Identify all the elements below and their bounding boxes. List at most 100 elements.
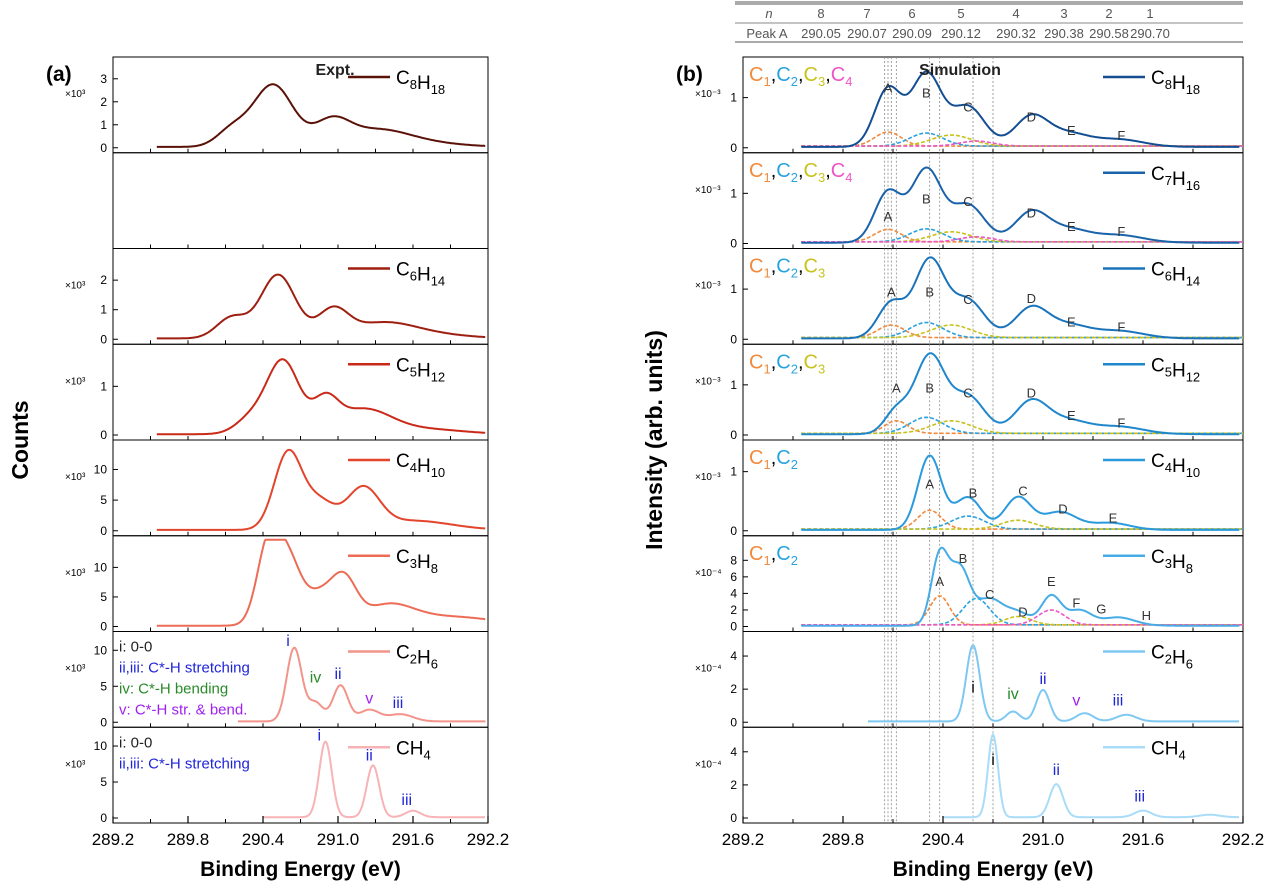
vibronic-label: ii: [366, 747, 373, 764]
table-peak-a-cell: 290.32: [996, 26, 1036, 41]
subplot-frame: [112, 152, 489, 249]
subplot-C5H12: 0 1 ×10⁻³ C5H12 C1,C2,C3 A B C D E F: [695, 343, 1244, 442]
vibronic-label: iii: [393, 695, 404, 712]
y-tick-label: 10: [94, 643, 108, 657]
y-tick-label: 5: [100, 493, 107, 507]
y-exponent: ×10³: [65, 568, 86, 579]
subplot-empty: [112, 152, 489, 249]
species-component: [801, 131, 1243, 147]
x-tick-label: 292.2: [1222, 830, 1265, 849]
table-n-cell: 5: [957, 6, 964, 21]
y-exponent: ×10³: [65, 472, 86, 483]
legend-label: C3H8: [1151, 547, 1193, 576]
species-component: [801, 509, 1243, 530]
table-peak-a-cell: 290.09: [892, 26, 932, 41]
spectrum-line: [156, 358, 486, 436]
y-tick-label: 1: [100, 379, 107, 393]
y-tick-label: 0: [100, 141, 107, 155]
legend-label: C4H10: [1151, 451, 1200, 480]
vibronic-label: iii: [1134, 788, 1145, 805]
subplot-C8H18: 0 1 ×10⁻³ C8H18 C1,C2,C3,C4 A B C D E F: [695, 56, 1244, 155]
y-exponent: ×10⁻³: [695, 281, 721, 292]
legend-label: C3H8: [396, 547, 438, 576]
species-legend: C1,C2,C3: [749, 256, 825, 281]
peak-letter: D: [1027, 385, 1036, 400]
subplot-frame: [112, 726, 489, 824]
spectrum-line: [238, 646, 486, 723]
y-exponent: ×10³: [65, 281, 86, 292]
x-tick-label: 290.4: [922, 830, 965, 849]
spectrum-line: [801, 70, 1240, 148]
peak-letter: E: [1067, 219, 1076, 234]
x-tick-label: 289.8: [822, 830, 865, 849]
y-tick-label: 0: [100, 715, 107, 729]
spectrum-line: [943, 732, 1239, 819]
y-tick-label: 5: [100, 590, 107, 604]
y-tick-label: 5: [100, 775, 107, 789]
subplot-C4H10: 0 1 ×10⁻³ C4H10 C1,C2 A B C D E: [695, 439, 1244, 538]
y-tick-label: 2: [730, 603, 737, 617]
subplot-C8H18: 0 1 2 3 ×10³ C8H18: [65, 56, 489, 155]
y-tick-label: 0: [730, 524, 737, 538]
y-tick-label: 0: [730, 332, 737, 346]
peak-letter: C: [1018, 484, 1027, 499]
peak-letter: E: [1067, 408, 1076, 423]
peak-letter: A: [884, 81, 893, 96]
spectrum-line: [801, 454, 1240, 531]
table-row-label-peak-a: Peak A: [746, 26, 788, 41]
spectrum-line: [801, 352, 1240, 436]
peak-letter: F: [1117, 128, 1125, 143]
species-component: [801, 132, 1243, 147]
peak-letter: C: [963, 385, 972, 400]
spectrum-line: [801, 546, 1240, 627]
y-tick-label: 8: [730, 553, 737, 567]
y-tick-label: 2: [100, 273, 107, 287]
species-legend: C1,C2: [749, 543, 798, 568]
spectrum-line: [156, 273, 486, 340]
subplot-C2H6: 0 5 10 ×10³ C2H6 i: 0-0 ii,iii: C*-H stretchin…: [65, 631, 489, 729]
y-exponent: ×10⁻⁴: [695, 759, 722, 770]
subplot-C4H10: 0 5 10 ×10³ C4H10: [65, 439, 489, 538]
y-tick-label: 4: [730, 745, 737, 759]
y-exponent: ×10³: [65, 759, 86, 770]
table-row-label-n: n: [765, 6, 772, 21]
species-component: [801, 419, 1243, 435]
legend-label: C8H18: [396, 68, 445, 97]
subplot-frame: [112, 56, 489, 154]
vibronic-label: i: [971, 679, 975, 696]
table-peak-a-cell: 290.05: [801, 26, 841, 41]
legend-label: C7H16: [1151, 164, 1200, 193]
y-tick-label: 0: [100, 811, 107, 825]
peak-letter: E: [1047, 574, 1056, 589]
x-tick-label: 289.2: [722, 830, 765, 849]
y-tick-label: 0: [730, 811, 737, 825]
vibronic-label: i: [317, 727, 321, 744]
x-tick-label: 289.8: [167, 830, 210, 849]
species-component: [801, 134, 1243, 147]
vibronic-label: iii: [401, 792, 412, 809]
x-tick-label: 289.2: [92, 830, 135, 849]
x-tick-label: 291.6: [1122, 830, 1165, 849]
spectrum-line: [868, 644, 1239, 723]
peak-letter: A: [892, 380, 901, 395]
y-tick-label: 2: [100, 95, 107, 109]
y-tick-label: 0: [100, 332, 107, 346]
peak-letter: F: [1117, 320, 1125, 335]
y-tick-label: 1: [730, 91, 737, 105]
peak-letter: B: [922, 86, 931, 101]
y-axis-title: Counts: [7, 400, 33, 479]
peak-letter: E: [1067, 315, 1076, 330]
vibronic-label: iv: [310, 670, 322, 687]
y-exponent: ×10³: [65, 376, 86, 387]
subplot-CH4: 0 5 10 ×10³ CH4 i: 0-0 ii,iii: C*-H stretching…: [65, 726, 489, 825]
panel-label: (b): [676, 63, 703, 86]
table-peak-a-cell: 290.70: [1130, 26, 1170, 41]
peak-letter: D: [1027, 110, 1036, 125]
table-n-cell: 3: [1060, 6, 1067, 21]
peak-letter: D: [1027, 291, 1036, 306]
peak-letter: A: [887, 285, 896, 300]
y-tick-label: 0: [100, 524, 107, 538]
y-tick-label: 2: [730, 682, 737, 696]
